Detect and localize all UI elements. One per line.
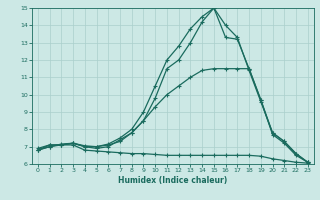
X-axis label: Humidex (Indice chaleur): Humidex (Indice chaleur): [118, 176, 228, 185]
